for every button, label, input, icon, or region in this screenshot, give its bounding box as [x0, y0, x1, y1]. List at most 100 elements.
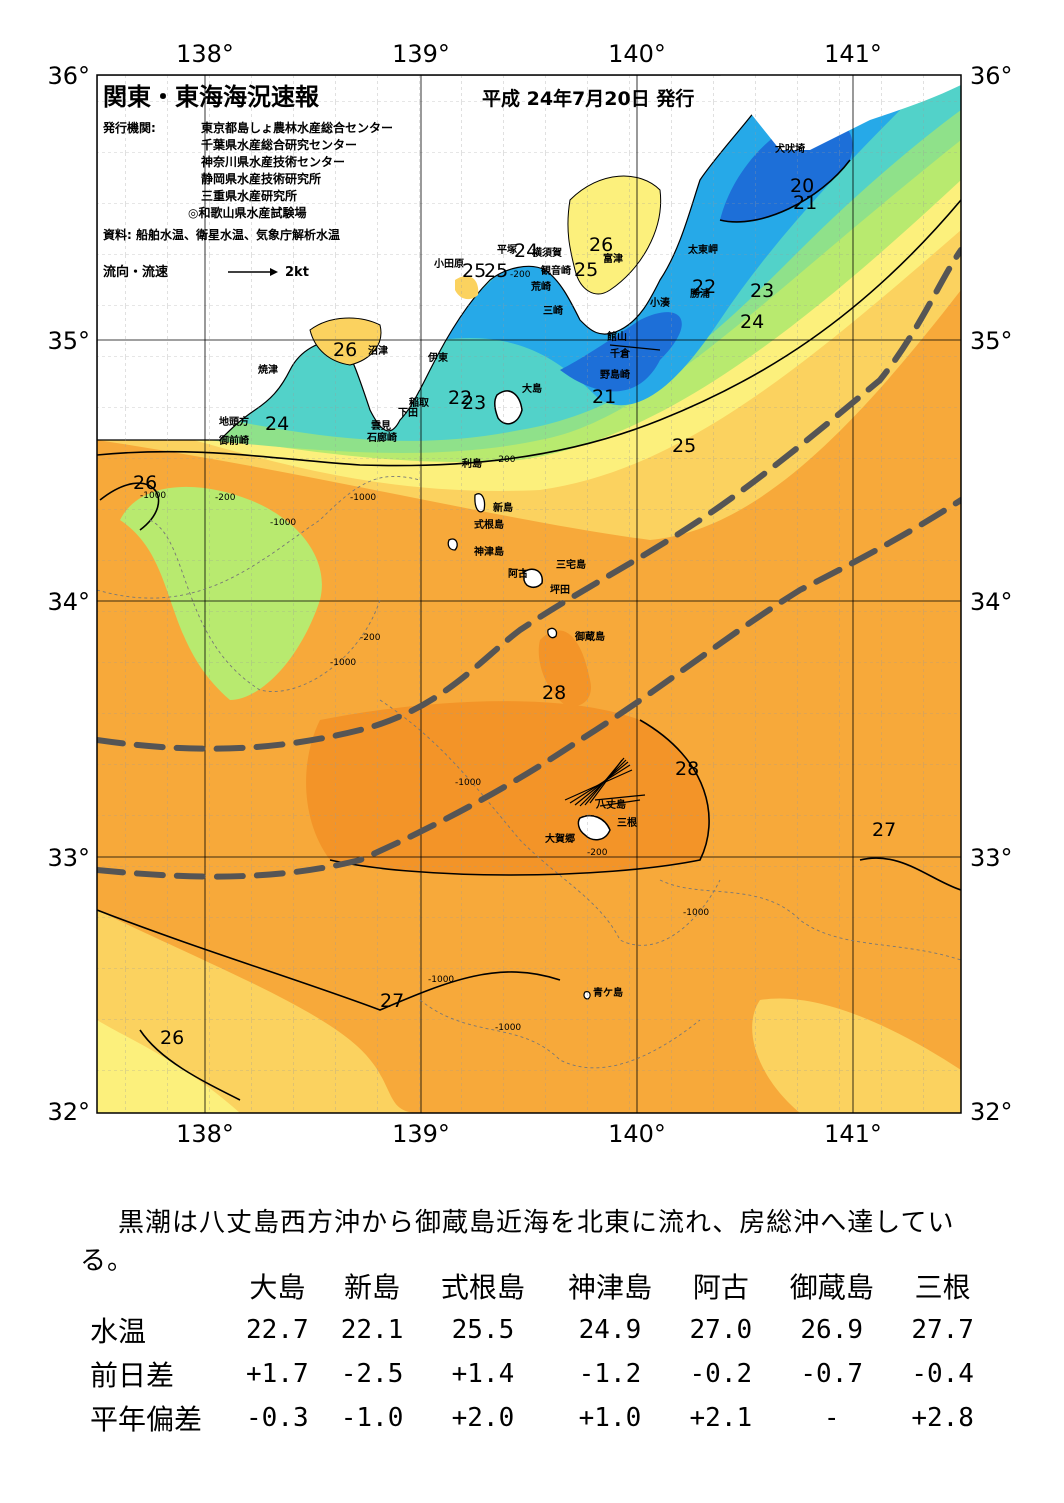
isotherm-label: 24	[265, 413, 289, 435]
isotherm-label: 21	[793, 192, 817, 214]
isotherm-label: 24	[514, 240, 538, 262]
depth-label: -1000	[428, 975, 454, 985]
depth-label: -1000	[683, 908, 709, 918]
table-corner	[90, 1264, 230, 1308]
table-cell: +1.0	[578, 1403, 642, 1433]
isotherm-label: 24	[740, 311, 764, 333]
lon-label: 138°	[176, 1120, 234, 1148]
place-label: 小田原	[433, 257, 464, 270]
place-label: 勝浦	[690, 287, 710, 300]
depth-label: -1000	[140, 491, 166, 501]
issuer: 神奈川県水産技術センター	[201, 154, 345, 169]
place-label: 太東岬	[687, 243, 718, 256]
table-cell: 24.9	[578, 1315, 642, 1345]
place-label: 平塚	[497, 243, 517, 256]
depth-label: -200	[495, 455, 516, 465]
table-cell: -1.2	[578, 1359, 642, 1389]
isotherm-label: 26	[589, 234, 613, 256]
depth-label: -1000	[495, 1023, 521, 1033]
flow-scale: 2kt	[285, 265, 309, 280]
row-header: 平年偏差	[90, 1403, 203, 1436]
table-cell: -2.5	[340, 1359, 404, 1389]
place-label: 焼津	[258, 363, 278, 376]
map-field	[97, 75, 961, 1113]
place-label: 新島	[493, 501, 513, 514]
lon-labels-top: 138° 139° 140° 141°	[176, 40, 882, 68]
place-label: 御蔵島	[574, 630, 605, 643]
flow-legend-label: 流向・流速	[103, 264, 168, 280]
place-label: 雲見	[371, 420, 391, 432]
depth-label: -200	[360, 633, 381, 643]
lat-label: 35°	[47, 327, 90, 355]
place-label: 富津	[603, 252, 623, 265]
lon-label: 141°	[824, 40, 882, 68]
column-header: 式根島	[440, 1271, 525, 1304]
lon-label: 138°	[176, 40, 234, 68]
place-label: 阿古	[508, 567, 528, 580]
issuer: 東京都島しょ農林水産総合センター	[201, 120, 393, 135]
table-cell: -0.4	[911, 1359, 974, 1389]
row-header: 水温	[90, 1315, 147, 1348]
lat-label: 32°	[47, 1098, 90, 1126]
data-sources: 資料: 船舶水温、衛星水温、気象庁解析水温	[103, 227, 340, 242]
table-cell: -1.0	[340, 1403, 404, 1433]
table-row: 平年偏差 -0.3 -1.0 +2.0 +1.0 +2.1 - +2.8	[90, 1396, 990, 1440]
table-cell: +2.8	[911, 1403, 974, 1433]
lat-label: 35°	[970, 327, 1013, 355]
place-label: 利島	[462, 457, 482, 470]
depth-label: -200	[587, 848, 608, 858]
major-grid	[97, 75, 961, 1113]
summary-text: 黒潮は八丈島西方沖から御蔵島近海を北東に流れ、房総沖へ達している。	[80, 1208, 955, 1276]
depth-label: -200	[215, 493, 236, 503]
isotherm-label: 22	[692, 276, 716, 298]
island-temperature-table: 大島 新島 式根島 神津島 阿古 御蔵島 三根 水温 22.7 22.1 25.…	[90, 1264, 990, 1440]
place-label: 稲取	[409, 396, 430, 409]
place-label: 御前崎	[218, 434, 249, 447]
place-label: 坪田	[550, 583, 570, 596]
table-row: 前日差 +1.7 -2.5 +1.4 -1.2 -0.2 -0.7 -0.4	[90, 1352, 990, 1396]
isotherm-label: 26	[160, 1027, 184, 1049]
isotherm-label: 25	[672, 435, 696, 457]
place-label: 沼津	[368, 344, 388, 357]
lat-label: 33°	[970, 844, 1013, 872]
isotherm-label: 20	[790, 175, 814, 197]
depth-label: -200	[510, 270, 531, 280]
place-label: 小湊	[649, 296, 671, 309]
depth-contours	[97, 476, 961, 1069]
map-frame	[96, 74, 962, 1114]
place-label: 石廊崎	[366, 431, 397, 444]
issue-date: 平成 24年7月20日 発行	[482, 87, 694, 110]
table-cell: 27.0	[689, 1315, 753, 1345]
place-label: 三根	[617, 816, 637, 829]
place-label: 荒崎	[530, 280, 551, 293]
table-cell: 27.7	[911, 1315, 974, 1345]
issuers-label: 発行機関:	[102, 120, 156, 135]
isotherm-label: 27	[380, 990, 404, 1012]
kuroshio-axis	[97, 247, 961, 880]
depth-label: -1000	[270, 518, 296, 528]
sea-temperature-map: 138° 139° 140° 141° 138° 139° 140° 141° …	[47, 40, 1013, 1148]
place-label: 三崎	[543, 304, 563, 317]
row-header: 前日差	[90, 1359, 175, 1392]
lon-label: 140°	[608, 1120, 666, 1148]
isotherm-label: 25	[462, 260, 486, 282]
table-cell: -0.7	[800, 1359, 864, 1389]
lon-label: 141°	[824, 1120, 882, 1148]
lat-label: 36°	[970, 62, 1013, 90]
isotherm-label: 25	[484, 260, 508, 282]
place-label: 式根島	[474, 518, 504, 531]
column-header: 三根	[914, 1271, 971, 1304]
isotherm-labels: 20 21 21 22 22 23 23 24 24 24 25 25 25 2…	[133, 175, 896, 1049]
depth-label: -1000	[330, 658, 356, 668]
place-label: 神津島	[474, 545, 504, 558]
column-header: 神津島	[567, 1271, 652, 1304]
place-label: 八丈島	[595, 798, 626, 811]
isotherm-label: 26	[333, 339, 357, 361]
flow-legend-arrowhead	[270, 268, 278, 276]
table-cell: 22.7	[246, 1315, 309, 1345]
issuer: 千葉県水産総合研究センター	[201, 137, 357, 152]
column-header: 大島	[249, 1271, 306, 1304]
place-label: 下田	[398, 407, 418, 419]
isotherm-lines	[97, 159, 961, 1101]
column-header: 御蔵島	[789, 1271, 874, 1304]
